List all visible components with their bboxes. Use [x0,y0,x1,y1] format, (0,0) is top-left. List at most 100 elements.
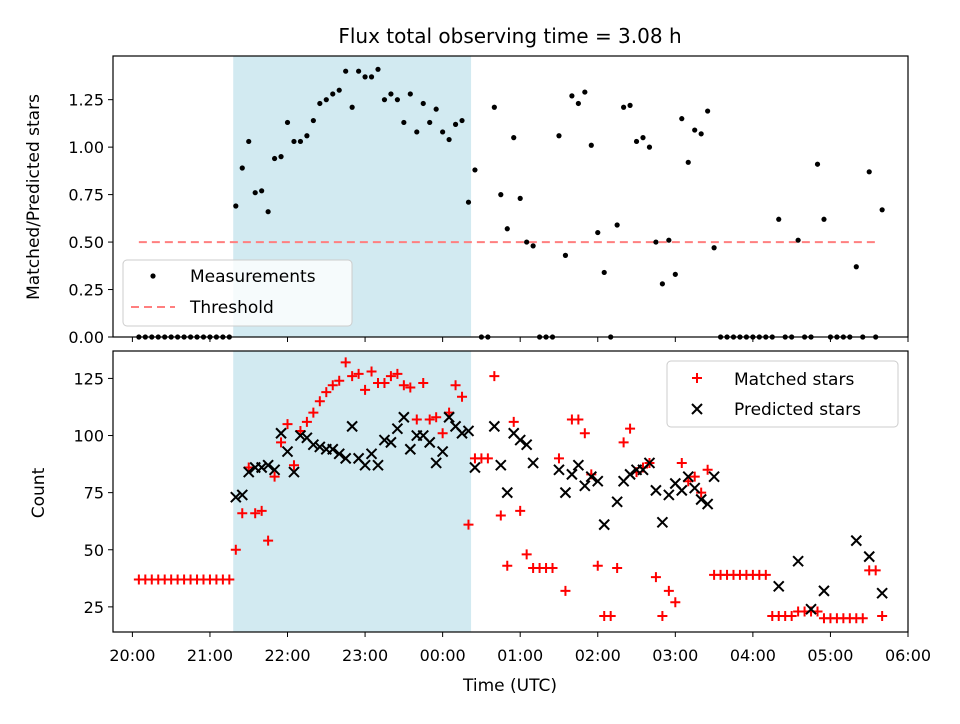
predicted-star-point [495,459,507,471]
shaded-span [233,351,472,632]
measurement-point [246,138,252,145]
predicted-star-point [288,466,300,478]
matched-star-point [625,423,636,434]
y-tick-label: 0.75 [68,186,104,205]
predicted-star-point [488,420,501,433]
matched-star-point [605,611,616,622]
matched-star-point [308,407,319,418]
matched-star-point [230,544,241,555]
series-predicted-stars [230,411,888,615]
matched-star-point [321,387,332,398]
matched-star-point [495,510,506,521]
measurement-point [459,117,465,124]
measurement-point [278,154,284,160]
predicted-star-point [650,484,662,497]
measurement-point [853,264,859,270]
measurement-point [414,129,420,135]
predicted-star-point [262,459,274,471]
predicted-star-point [624,468,636,481]
measurement-point [692,127,698,133]
legend: Matched stars Predicted stars [666,360,899,428]
matched-star-point [263,535,274,546]
matched-star-point [482,453,493,464]
matched-star-point [786,611,797,622]
predicted-star-point [230,491,242,503]
matched-star-point [696,487,707,498]
matched-star-point [553,453,564,464]
x-tick-label: 21:00 [187,646,233,665]
matched-star-point [560,585,571,596]
predicted-star-point [243,466,255,478]
measurement-point [575,100,581,107]
matched-star-point [515,505,526,516]
measurement-point [776,216,782,222]
legend: Measurements Threshold [122,259,353,327]
x-tick-label: 03:00 [652,646,698,665]
measurement-point [582,89,588,95]
measurement-point [420,100,426,107]
y-tick-label: 0.25 [68,281,104,300]
predicted-star-point [462,425,475,437]
x-tick-label: 06:00 [885,646,931,665]
measurement-point [291,138,297,145]
y-tick-label: 75 [84,484,104,503]
matched-star-point [237,508,248,519]
bottom-ylabel: Count [29,467,49,518]
predicted-star-point [773,580,785,593]
legend-marker-matched [692,373,702,383]
predicted-star-point [592,475,604,487]
chart-title: Flux total observing time = 3.08 h [338,24,681,48]
measurement-point [666,237,672,243]
predicted-star-point [404,443,417,455]
measurement-point [504,226,510,232]
measurement-point [556,133,562,139]
measurement-point [672,271,678,277]
measurement-point [297,138,304,145]
predicted-star-point [307,438,320,451]
measurement-point [795,237,801,243]
measurement-point [362,74,368,80]
matched-star-point [663,585,674,596]
matched-star-point [573,414,584,425]
matched-star-point [360,384,371,395]
predicted-star-point [423,436,436,449]
measurement-point [330,91,336,97]
matched-star-point [411,414,422,425]
x-tick-label: 02:00 [575,646,621,665]
x-tick-label: 04:00 [730,646,776,665]
measurement-point [640,135,646,141]
predicted-star-point [436,445,449,458]
axes-frame [112,55,909,338]
measurement-point [368,74,375,80]
measurement-point [388,91,394,97]
matched-star-point [327,380,338,391]
x-tick-label: 20:00 [109,646,155,665]
predicted-star-point [314,441,326,453]
measurement-point [271,155,278,162]
measurement-point [614,222,620,228]
legend-label-matched: Matched stars [734,370,854,390]
x-tick-label: 00:00 [420,646,466,665]
predicted-star-point [398,411,410,423]
predicted-star-point [676,484,688,497]
predicted-star-point [333,448,345,460]
matched-star-point [489,371,500,382]
matched-star-point [457,391,468,402]
matched-star-point [250,508,261,519]
predicted-star-point [688,482,701,494]
matched-star-point [418,377,429,388]
measurement-point [646,144,653,150]
matched-star-point [689,471,700,482]
matched-star-point [521,549,532,560]
matched-star-point [256,505,267,516]
predicted-star-point [378,434,391,446]
predicted-star-point [275,427,287,439]
predicted-star-point [656,516,669,529]
y-tick-label: 1.00 [68,138,104,157]
predicted-star-point [708,470,720,483]
measurement-point [627,102,633,108]
measurement-point [465,199,472,205]
measurement-point [440,129,446,135]
